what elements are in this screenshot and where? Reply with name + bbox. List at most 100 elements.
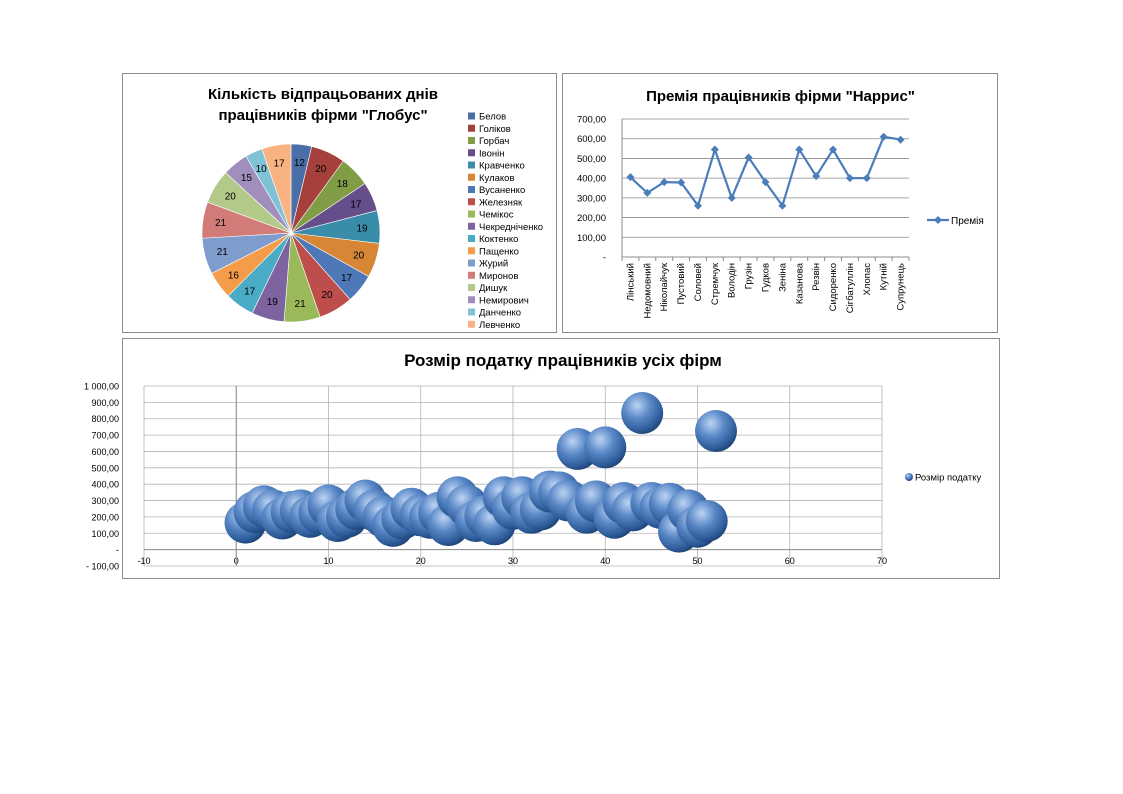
legend-swatch <box>468 235 475 242</box>
y-tick-label: 300,00 <box>91 496 119 506</box>
pie-data-label: 10 <box>256 164 268 175</box>
y-tick-label: 600,00 <box>91 447 119 457</box>
pie-data-label: 21 <box>295 299 307 310</box>
data-point <box>693 201 702 210</box>
data-point <box>727 193 736 202</box>
data-point <box>845 174 854 183</box>
legend-swatch <box>468 259 475 267</box>
bubble-chart-title: Розмір податку працівників усіх фірм <box>404 351 722 370</box>
legend-label: Немирович <box>479 295 529 306</box>
legend-swatch <box>468 210 475 218</box>
y-tick-label: 500,00 <box>577 154 606 165</box>
pie-chart-title: Кількість відпрацьованих днів працівникі… <box>207 86 439 124</box>
y-tick-label: - <box>116 545 119 555</box>
pie-data-label: 20 <box>321 290 333 301</box>
x-tick-label: Сидоренко <box>828 263 839 311</box>
pie-data-label: 20 <box>353 251 365 262</box>
bubble-chart-panel: Розмір податку працівників усіх фірм 1 0… <box>84 338 1000 579</box>
legend-swatch <box>468 161 475 169</box>
legend-label: Вусаненко <box>479 185 525 196</box>
x-tick-label: 50 <box>692 556 702 566</box>
legend-label: Івонін <box>479 148 504 159</box>
x-tick-label: Грузін <box>744 263 755 289</box>
x-tick-label: Лінський <box>625 263 636 301</box>
y-tick-label: 1 000,00 <box>84 382 119 392</box>
legend-swatch <box>468 320 475 328</box>
x-tick-label: Казанова <box>794 262 805 304</box>
pie-data-label: 21 <box>217 247 229 258</box>
pie-data-label: 12 <box>294 158 306 169</box>
legend-swatch <box>468 198 475 206</box>
data-point <box>761 178 770 187</box>
legend-label: Железняк <box>479 197 523 208</box>
pie-data-label: 21 <box>215 218 227 229</box>
y-tick-label: 500,00 <box>91 463 119 473</box>
y-tick-label: 400,00 <box>577 174 606 185</box>
x-tick-label: 20 <box>416 556 426 566</box>
pie-slice <box>261 143 292 234</box>
legend-label: Данченко <box>479 308 521 319</box>
pie-data-label: 17 <box>244 287 256 298</box>
data-point <box>879 132 888 141</box>
bubble <box>695 410 737 452</box>
legend-label: Кулаков <box>479 173 515 184</box>
legend-swatch <box>468 186 475 193</box>
legend-swatch <box>468 149 475 157</box>
legend-label: Горбач <box>479 136 509 147</box>
data-point <box>896 135 905 144</box>
line-chart: 700,00 600,00 500,00 400,00 300,00 200,00 100,… <box>577 115 984 319</box>
legend-label: Белов <box>479 112 506 123</box>
legend-marker <box>934 216 942 224</box>
bubble <box>584 426 627 469</box>
data-point <box>744 153 753 162</box>
legend-swatch <box>468 222 475 230</box>
legend-label: Премія <box>951 216 984 227</box>
x-tick-label: Гудков <box>761 263 772 292</box>
x-tick-label: Зеніна <box>777 262 788 292</box>
legend-label: Пащенко <box>479 246 519 257</box>
y-tick-label: - 100,00 <box>86 562 119 572</box>
legend-label: Чекредніченко <box>479 222 543 233</box>
x-tick-label: Стремчук <box>710 262 721 305</box>
data-point <box>643 188 652 197</box>
legend-label: Розмір податку <box>915 473 981 484</box>
line-chart-title: Премія працівників фірми "Наррис" <box>646 88 915 105</box>
legend-marker <box>905 473 913 481</box>
legend-swatch <box>468 137 475 144</box>
legend-swatch <box>468 173 475 181</box>
y-tick-label: 900,00 <box>91 398 119 408</box>
legend-label: Голіков <box>479 124 511 135</box>
x-tick-label: -10 <box>137 556 150 566</box>
x-tick-label: 40 <box>600 556 610 566</box>
pie-data-label: 17 <box>341 273 353 284</box>
x-tick-label: Ніколайчук <box>659 262 670 311</box>
bubble-chart: 1 000,00 900,00 800,00 700,00 600,00 500,00 40… <box>84 382 982 572</box>
x-tick-label: 60 <box>785 556 795 566</box>
data-point <box>677 178 686 187</box>
pie-data-label: 15 <box>241 173 253 184</box>
pie-data-label: 19 <box>267 297 279 308</box>
legend-swatch <box>468 296 475 304</box>
y-tick-label: 400,00 <box>91 480 119 490</box>
data-point <box>862 174 871 183</box>
y-tick-label: 300,00 <box>577 193 606 204</box>
legend-label: Коктенко <box>479 234 518 245</box>
x-tick-label: Хлопас <box>862 263 873 296</box>
legend-swatch <box>468 308 475 316</box>
x-tick-label: 10 <box>323 556 333 566</box>
x-tick-label: Соловей <box>693 263 704 301</box>
bubble <box>685 500 728 542</box>
legend-label: Миронов <box>479 271 518 282</box>
pie-data-label: 16 <box>228 270 240 281</box>
y-tick-label: - <box>603 253 606 264</box>
x-tick-label: Недомовний <box>642 263 653 318</box>
data-point <box>812 172 821 181</box>
legend-swatch <box>468 271 475 279</box>
y-tick-label: 200,00 <box>577 213 606 224</box>
pie-data-label: 20 <box>315 164 327 175</box>
pie-data-label: 17 <box>350 199 362 210</box>
data-point <box>795 145 804 154</box>
series-line <box>629 135 901 209</box>
y-tick-label: 600,00 <box>577 134 606 145</box>
legend-label: Чемікос <box>479 210 514 221</box>
